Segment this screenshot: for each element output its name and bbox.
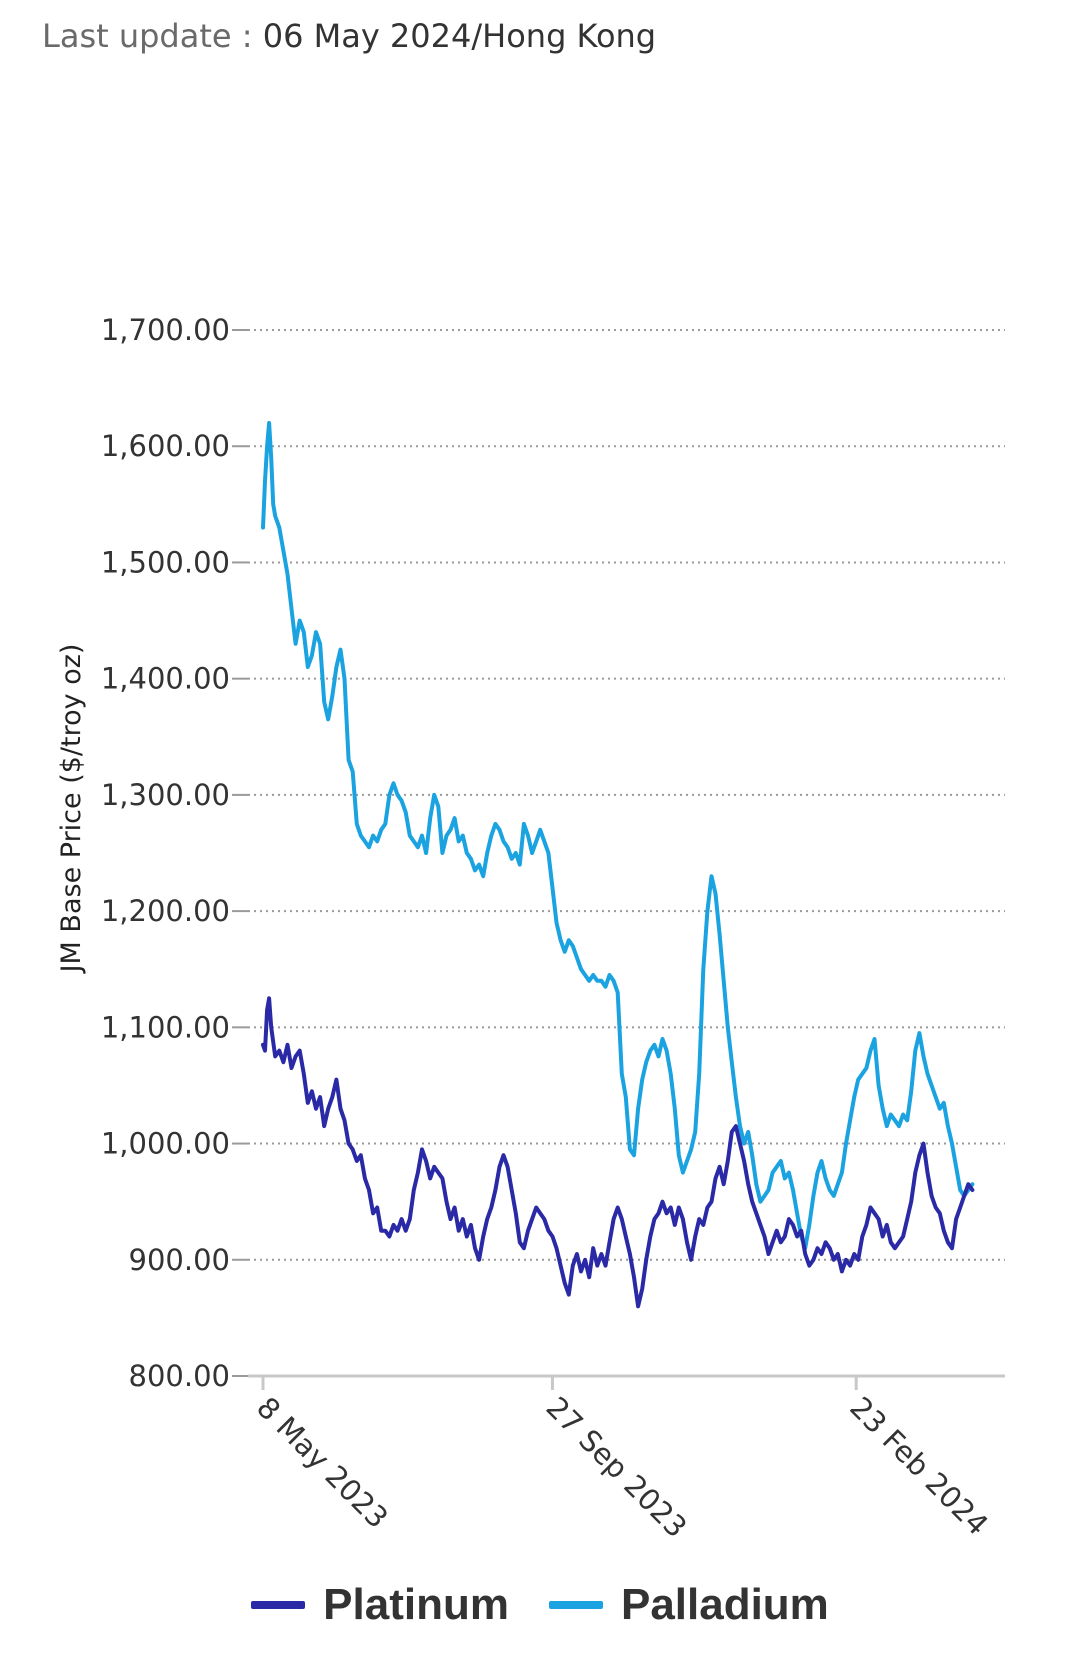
y-tick-label: 1,700.00 [101, 313, 230, 347]
x-tick-label: 23 Feb 2024 [843, 1390, 995, 1542]
chart-legend: Platinum Palladium [0, 1570, 1080, 1640]
y-tick-label: 1,300.00 [101, 778, 230, 812]
y-tick-label: 1,200.00 [101, 894, 230, 928]
x-axis: 8 May 2023 27 Sep 2023 23 Feb 2024 [248, 1374, 1005, 1544]
legend-item-palladium[interactable]: Palladium [548, 1580, 829, 1630]
legend-label-palladium: Palladium [620, 1580, 829, 1629]
series-lines [261, 421, 975, 1309]
y-tick-label: 1,000.00 [101, 1127, 230, 1161]
series-line-palladium [261, 421, 975, 1251]
grid-lines [232, 329, 1005, 1377]
last-update-value: 06 May 2024/Hong Kong [262, 17, 657, 55]
y-axis-tick-labels: 800.00 900.00 1,000.00 1,100.00 1,200.00 1,30… [101, 313, 230, 1393]
last-update-label: Last update : [42, 17, 263, 55]
legend-item-platinum[interactable]: Platinum [251, 1580, 509, 1630]
y-tick-label: 1,500.00 [101, 545, 230, 579]
legend-label-platinum: Platinum [323, 1580, 509, 1629]
series-line-platinum [261, 996, 975, 1309]
y-axis-title: JM Base Price ($/troy oz) [56, 644, 87, 975]
price-chart: 800.00 900.00 1,000.00 1,100.00 1,200.00 1,30… [56, 313, 1005, 1544]
last-update: Last update : 06 May 2024/Hong Kong [42, 14, 656, 58]
y-tick-label: 1,600.00 [101, 429, 230, 463]
legend-swatch-palladium [548, 1601, 603, 1609]
y-tick-label: 900.00 [129, 1243, 230, 1277]
x-tick-label: 27 Sep 2023 [540, 1390, 694, 1544]
y-tick-label: 800.00 [129, 1359, 230, 1393]
y-tick-label: 1,400.00 [101, 662, 230, 696]
x-tick-label: 8 May 2023 [250, 1390, 395, 1535]
y-tick-label: 1,100.00 [101, 1010, 230, 1044]
legend-swatch-platinum [251, 1601, 306, 1609]
